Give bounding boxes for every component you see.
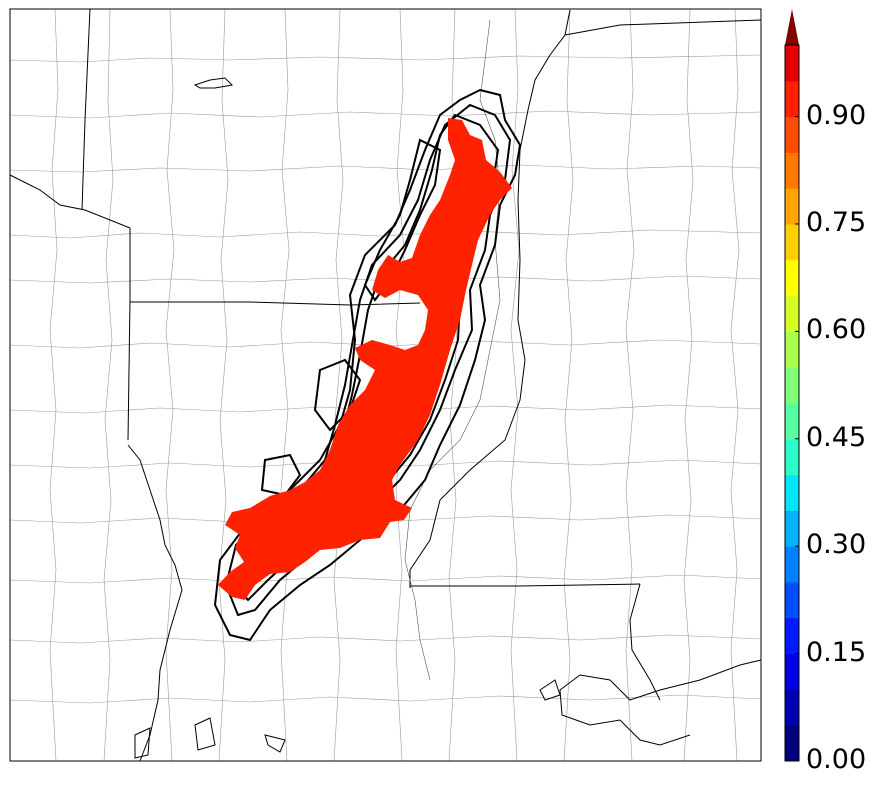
colorbar-band — [785, 188, 799, 225]
colorbar-bands — [785, 45, 799, 762]
colorbar-band — [785, 689, 799, 726]
colorbar-band — [785, 331, 799, 368]
colorbar-band — [785, 259, 799, 297]
colorbar-tick-label: 0.45 — [806, 421, 867, 453]
colorbar-tick-label: 0.15 — [806, 636, 867, 668]
colorbar-band — [785, 45, 799, 82]
colorbar-band — [785, 546, 799, 583]
colorbar-band — [785, 725, 799, 762]
colorbar-band — [785, 617, 799, 655]
map-frame — [9, 8, 762, 762]
colorbar-extend-triangle — [785, 9, 799, 45]
colorbar-tick-label: 0.60 — [806, 314, 867, 346]
colorbar-tick-label: 0.30 — [806, 529, 867, 561]
colorbar-band — [785, 116, 799, 153]
colorbar-band — [785, 582, 799, 619]
river-lines — [404, 19, 501, 681]
colorbar-band — [785, 224, 799, 261]
colorbar-band — [785, 152, 799, 189]
colorbar-band — [785, 367, 799, 404]
colorbar-band — [785, 295, 799, 332]
colorbar-tick-label: 0.90 — [806, 99, 867, 131]
colorbar-band — [785, 403, 799, 440]
water-bodies — [134, 77, 561, 759]
colorbar-tick-label: 0.75 — [806, 207, 867, 238]
colorbar-frame — [784, 44, 800, 762]
colorbar-band — [785, 474, 799, 511]
county-boundaries — [9, 8, 762, 762]
colorbar-tick-label: 0.00 — [806, 744, 867, 775]
state-boundaries — [9, 8, 762, 762]
colorbar — [784, 9, 800, 762]
colorbar-band — [785, 80, 799, 118]
probability-fill-region — [218, 118, 512, 600]
map-panel — [9, 8, 762, 762]
colorbar-band — [785, 510, 799, 547]
colorbar-band — [785, 438, 799, 476]
probability-fill — [218, 118, 512, 600]
colorbar-band — [785, 653, 799, 690]
